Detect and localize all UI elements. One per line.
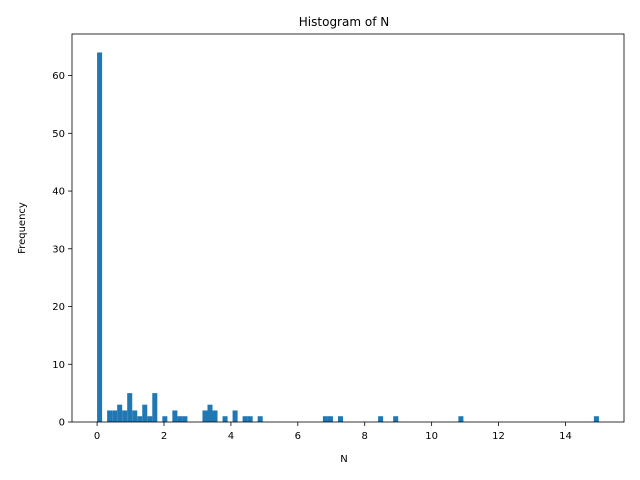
histogram-bar: [172, 410, 178, 422]
x-tick-label: 12: [492, 431, 505, 442]
y-tick-label: 30: [52, 244, 65, 255]
histogram-bar: [378, 416, 384, 422]
y-tick-label: 0: [59, 418, 65, 429]
plot-frame: [71, 33, 625, 423]
histogram-bar: [242, 416, 248, 422]
x-tick-label: 14: [559, 431, 572, 442]
x-tick-label: 6: [295, 431, 301, 442]
y-tick-label: 40: [52, 187, 65, 198]
y-axis-ticks: 0 10 20 30 40 50 60: [52, 71, 72, 429]
x-tick-label: 8: [362, 431, 368, 442]
y-tick-label: 60: [52, 71, 65, 82]
histogram-bar: [162, 416, 168, 422]
histogram-bar: [232, 410, 238, 422]
histogram-bar: [152, 393, 158, 422]
y-tick-label: 20: [52, 302, 65, 313]
histogram-bar: [97, 52, 103, 422]
y-tick-label: 10: [52, 360, 65, 371]
histogram-bar: [142, 404, 148, 422]
y-axis-label: Frequency: [17, 202, 28, 254]
histogram-bar: [207, 404, 213, 422]
chart-title: Histogram of N: [299, 15, 389, 29]
histogram-bar: [132, 410, 138, 422]
x-tick-label: 2: [161, 431, 167, 442]
x-tick-label: 0: [94, 431, 100, 442]
histogram-bar: [122, 410, 128, 422]
histogram-bar: [327, 416, 333, 422]
histogram-bar: [202, 410, 208, 422]
histogram-bar: [117, 404, 123, 422]
histogram-bar: [112, 410, 118, 422]
histogram-bar: [257, 416, 263, 422]
bars-group: [97, 52, 599, 422]
histogram-bar: [393, 416, 399, 422]
histogram-bar: [212, 410, 218, 422]
histogram-bar: [337, 416, 343, 422]
histogram-bar: [137, 416, 143, 422]
x-axis-ticks: 0 2 4 6 8 10 12 14: [94, 422, 572, 442]
histogram-bar: [127, 393, 133, 422]
histogram-bar: [107, 410, 113, 422]
histogram-bar: [182, 416, 188, 422]
x-axis-label: N: [340, 454, 347, 465]
histogram-bar: [177, 416, 183, 422]
histogram-bar: [322, 416, 328, 422]
histogram-bar: [147, 416, 153, 422]
x-tick-label: 10: [425, 431, 438, 442]
y-tick-label: 50: [52, 129, 65, 140]
histogram-bar: [222, 416, 228, 422]
histogram-bar: [458, 416, 464, 422]
histogram-bar: [593, 416, 599, 422]
x-tick-label: 4: [228, 431, 234, 442]
histogram-bar: [247, 416, 253, 422]
